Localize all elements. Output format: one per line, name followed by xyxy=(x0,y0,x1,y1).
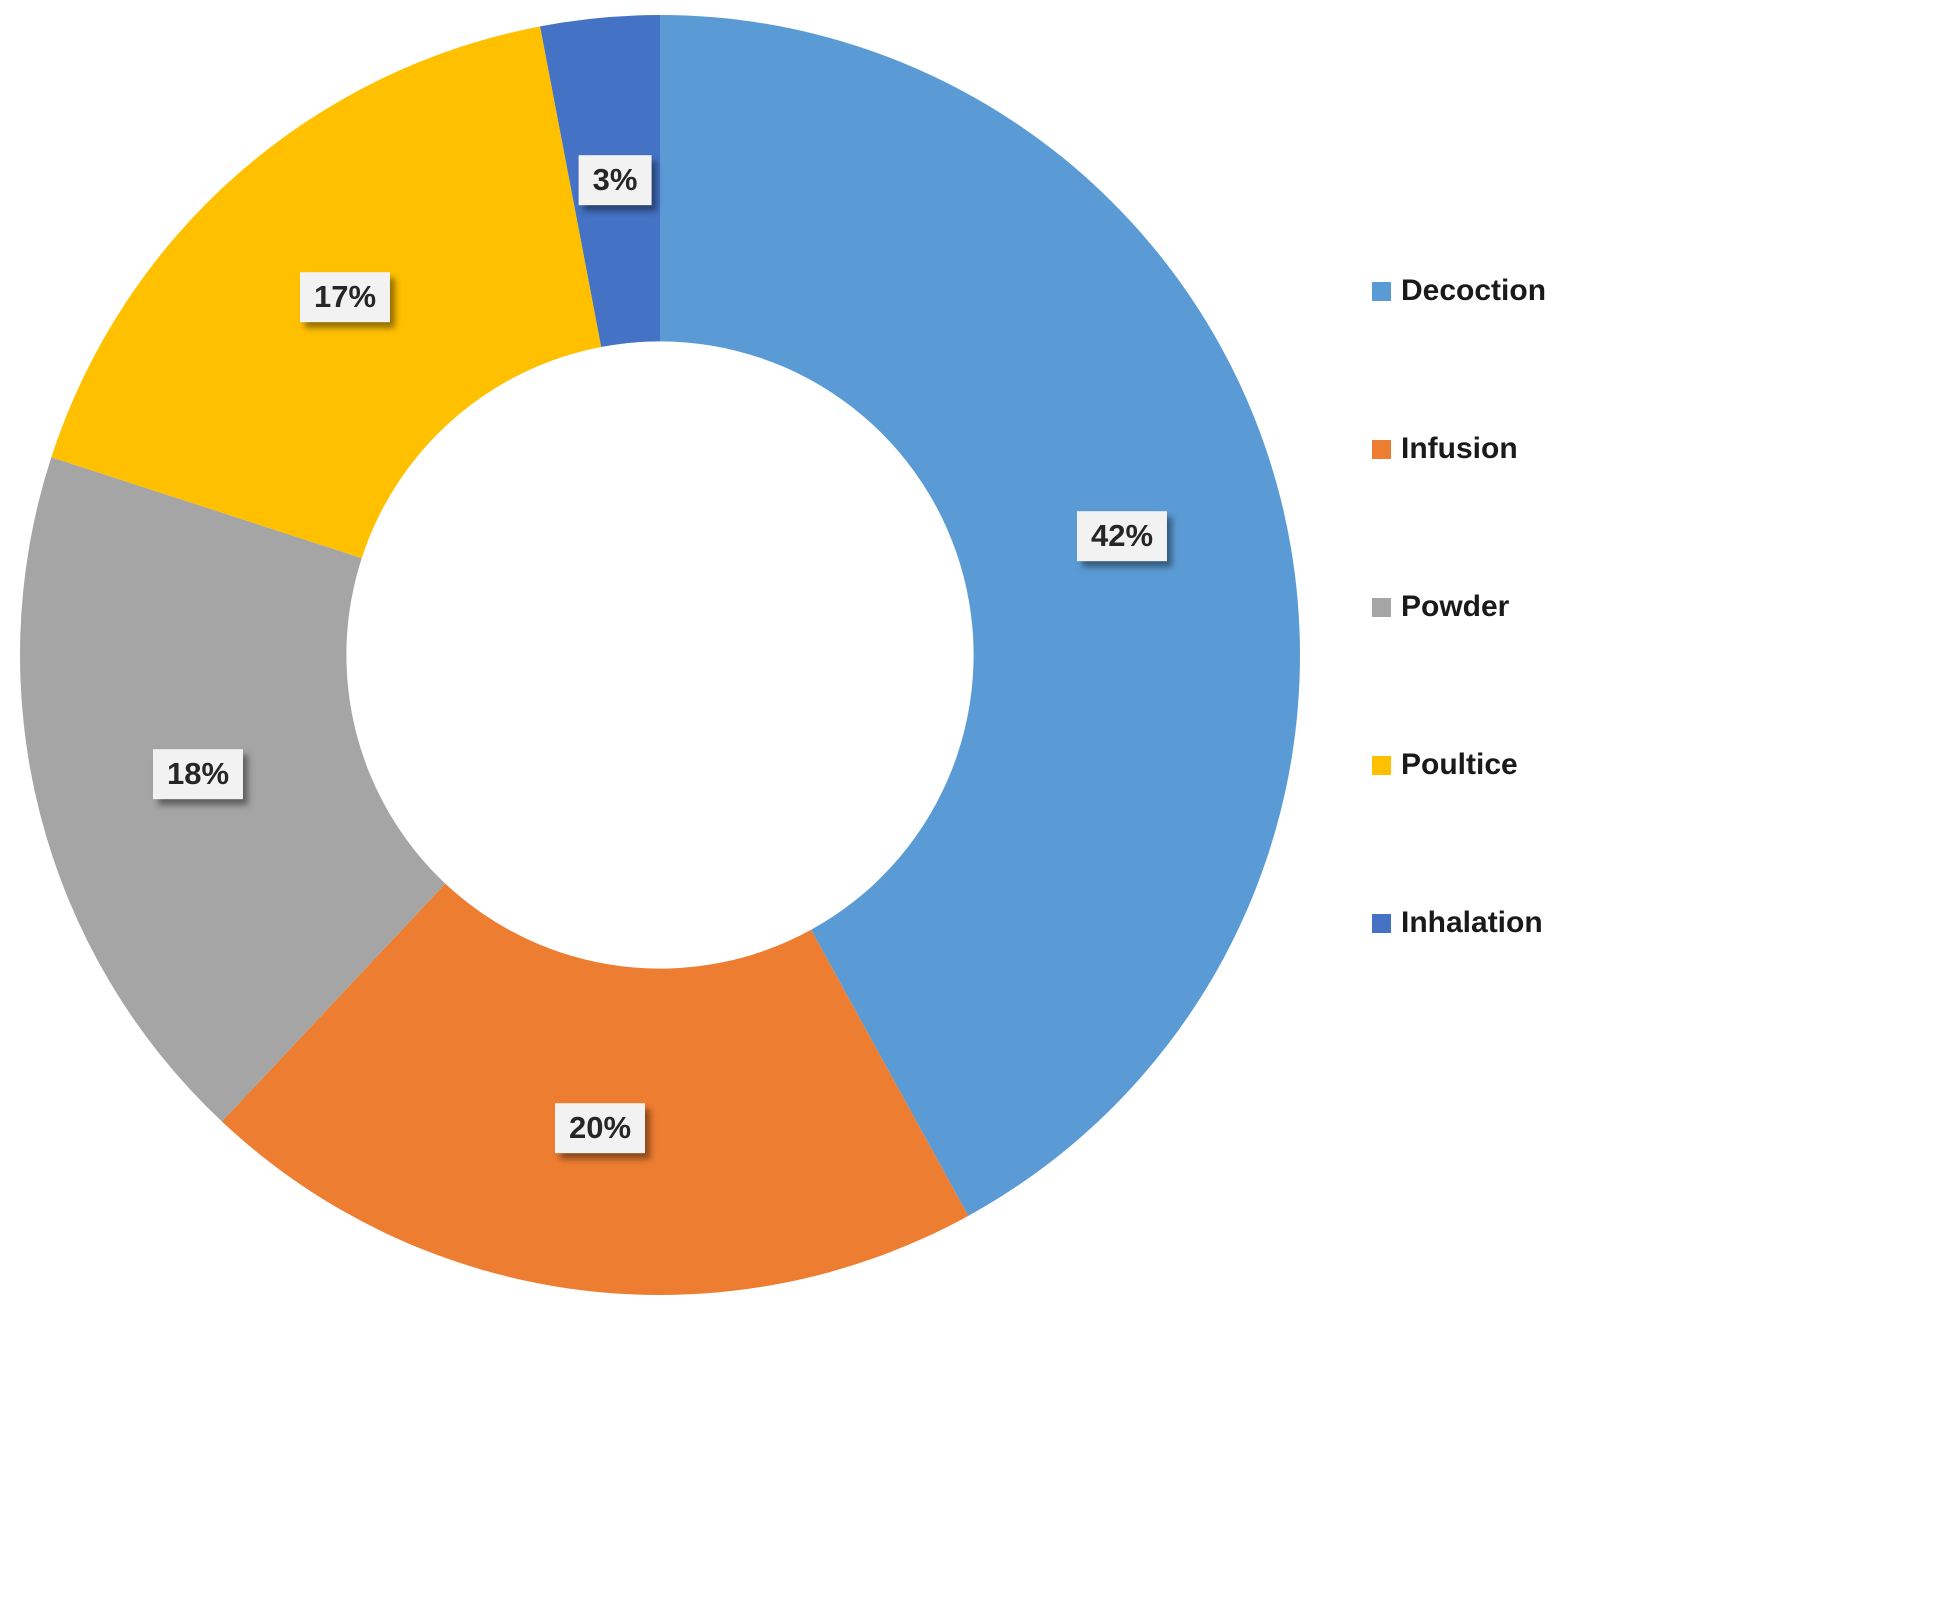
legend-item-powder: Powder xyxy=(1372,592,1546,622)
legend-label: Poultice xyxy=(1401,748,1518,781)
legend-label: Decoction xyxy=(1401,274,1547,307)
legend-item-inhalation: Inhalation xyxy=(1372,908,1546,938)
legend-label: Powder xyxy=(1401,590,1510,623)
chart-legend: Decoction Infusion Powder Poultice Inhalatio… xyxy=(1372,276,1546,938)
legend-item-decoction: Decoction xyxy=(1372,276,1546,306)
legend-item-poultice: Poultice xyxy=(1372,750,1546,780)
legend-label: Infusion xyxy=(1401,432,1518,465)
pie-slice-decoction xyxy=(660,15,1301,1216)
legend-swatch-icon xyxy=(1372,597,1391,617)
legend-item-infusion: Infusion xyxy=(1372,434,1546,464)
legend-label: Inhalation xyxy=(1401,906,1543,939)
legend-swatch-icon xyxy=(1372,281,1391,301)
legend-swatch-icon xyxy=(1372,755,1391,775)
pie-slice-infusion xyxy=(221,883,969,1296)
pie-slice-poultice xyxy=(51,26,602,559)
legend-swatch-icon xyxy=(1372,439,1391,459)
legend-swatch-icon xyxy=(1372,913,1391,933)
